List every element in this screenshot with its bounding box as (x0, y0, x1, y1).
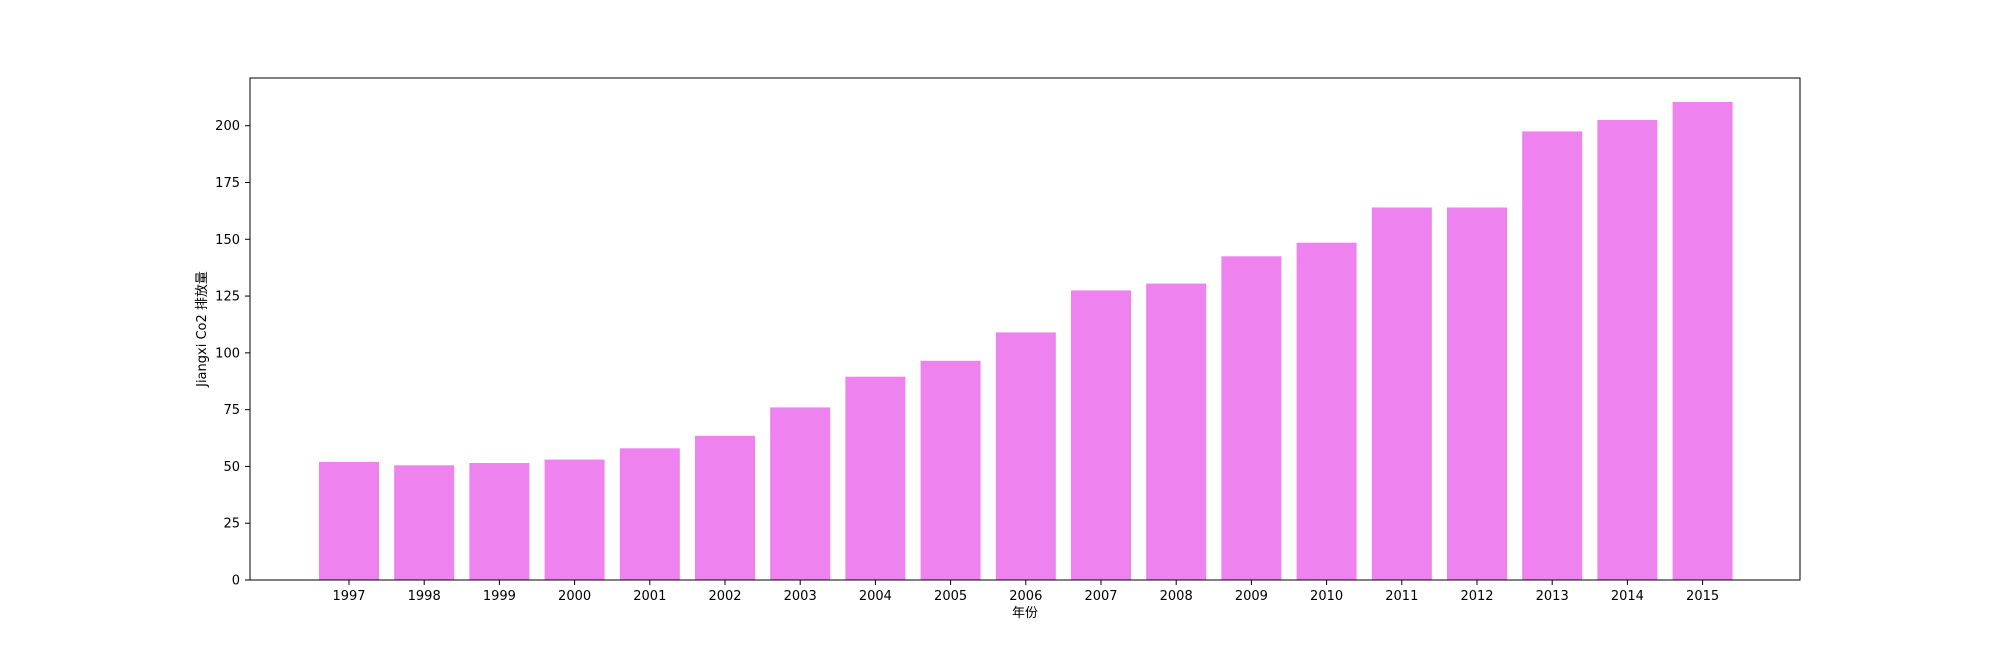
bar-1998 (394, 465, 455, 580)
x-tick-label: 2009 (1235, 589, 1268, 604)
x-tick-label: 2005 (934, 589, 967, 604)
bar-1999 (469, 463, 530, 580)
bar-2011 (1371, 207, 1432, 580)
bars-layer (319, 101, 1733, 581)
bar-1997 (319, 461, 379, 580)
x-tick-label: 2015 (1686, 589, 1719, 604)
bar-2005 (920, 360, 981, 580)
y-tick-label: 150 (215, 233, 240, 248)
y-axis-label: Jiangxi Co2 排放量 (195, 271, 210, 388)
bar-2009 (1221, 256, 1282, 580)
bar-2014 (1597, 120, 1658, 580)
bar-2004 (845, 376, 906, 580)
x-tick-label: 2007 (1084, 589, 1117, 604)
x-tick-label: 2000 (558, 589, 591, 604)
x-axis-ticks: 1997 1998 1999 2000 2001 2002 2003 2004 2005 2006… (332, 580, 1719, 604)
x-tick-label: 1998 (408, 589, 441, 604)
y-tick-label: 25 (223, 517, 240, 532)
x-tick-label: 2003 (784, 589, 817, 604)
y-tick-label: 0 (232, 574, 240, 589)
x-tick-label: 2011 (1385, 589, 1418, 604)
y-axis-ticks: 0 25 50 75 100 125 150 175 200 (215, 119, 250, 589)
y-tick-label: 200 (215, 119, 240, 134)
x-tick-label: 2001 (633, 589, 666, 604)
plot-frame (249, 77, 1801, 581)
x-tick-label: 2012 (1460, 589, 1493, 604)
y-tick-label: 75 (223, 403, 240, 418)
y-tick-label: 175 (215, 176, 240, 191)
x-tick-label: 2013 (1536, 589, 1569, 604)
y-tick-label: 125 (215, 290, 240, 305)
bar-2008 (1146, 283, 1207, 580)
x-tick-label: 2002 (708, 589, 741, 604)
x-axis-label: 年份 (1012, 606, 1038, 621)
bar-2006 (995, 332, 1056, 580)
y-tick-label: 50 (223, 460, 240, 475)
x-tick-label: 1999 (483, 589, 516, 604)
x-tick-label: 2010 (1310, 589, 1343, 604)
x-tick-label: 2006 (1009, 589, 1042, 604)
x-tick-label: 2014 (1611, 589, 1644, 604)
bar-2013 (1522, 131, 1583, 580)
bar-2015 (1672, 101, 1733, 581)
bar-2000 (544, 459, 605, 580)
bar-2007 (1071, 290, 1131, 580)
bar-2002 (695, 435, 755, 580)
bar-2003 (770, 407, 831, 580)
x-tick-label: 2008 (1160, 589, 1193, 604)
bar-2012 (1447, 207, 1507, 580)
x-tick-label: 1997 (332, 589, 365, 604)
bar-2010 (1296, 242, 1357, 580)
bar-2001 (619, 448, 680, 580)
y-tick-label: 100 (215, 346, 240, 361)
x-tick-label: 2004 (859, 589, 892, 604)
